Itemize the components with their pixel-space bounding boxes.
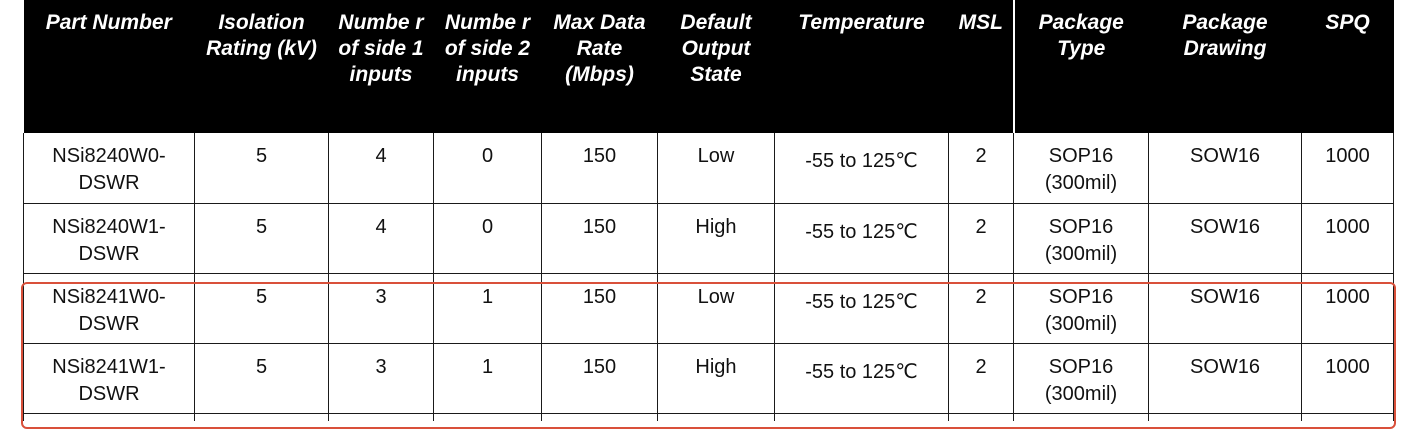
cell-part-number: NSi8240W1-DSWR	[23, 203, 195, 274]
cell-package-drawing: SOW16	[1148, 343, 1302, 414]
header-part-number: Part Number	[23, 0, 195, 133]
cell-side1-inputs: 4	[328, 203, 434, 274]
cell-package-drawing: SOW16	[1148, 203, 1302, 274]
cell-default-output-state: High	[657, 203, 775, 274]
header-max-data-rate: Max Data Rate (Mbps)	[541, 0, 658, 133]
cell-side2-inputs: 0	[433, 133, 542, 204]
cell-package-type: SOP16 (300mil)	[1013, 133, 1149, 204]
table-row: NSi8240W1-DSWR 5 4 0 150 High -55 to 125…	[23, 203, 1394, 274]
cell-side1-inputs: 3	[328, 273, 434, 344]
cell-spq: 1000	[1301, 203, 1394, 274]
header-row: Part Number Isolation Rating (kV) Numbe …	[23, 0, 1394, 133]
empty-cell	[657, 413, 775, 421]
cell-max-data-rate: 150	[541, 273, 658, 344]
empty-cell	[23, 413, 195, 421]
header-package-drawing: Package Drawing	[1148, 0, 1302, 133]
cell-side2-inputs: 1	[433, 273, 542, 344]
empty-cell	[194, 413, 329, 421]
header-side1-inputs: Numbe r of side 1 inputs	[328, 0, 434, 133]
table-row: NSi8241W0-DSWR 5 3 1 150 Low -55 to 125℃…	[23, 273, 1394, 344]
cell-temperature: -55 to 125℃	[774, 133, 949, 204]
header-temperature: Temperature	[774, 0, 949, 133]
empty-cell	[541, 413, 658, 421]
header-isolation-rating: Isolation Rating (kV)	[194, 0, 329, 133]
empty-cell	[1013, 413, 1149, 421]
header-spq: SPQ	[1301, 0, 1394, 133]
table-row: NSi8240W0-DSWR 5 4 0 150 Low -55 to 125℃…	[23, 133, 1394, 204]
header-default-output-state: Default Output State	[657, 0, 775, 133]
cell-part-number: NSi8241W0-DSWR	[23, 273, 195, 344]
cell-max-data-rate: 150	[541, 343, 658, 414]
empty-cell	[774, 413, 949, 421]
cell-side1-inputs: 4	[328, 133, 434, 204]
cell-side2-inputs: 0	[433, 203, 542, 274]
cell-side1-inputs: 3	[328, 343, 434, 414]
empty-cell	[948, 413, 1014, 421]
cell-temperature: -55 to 125℃	[774, 203, 949, 274]
empty-cell	[1148, 413, 1302, 421]
empty-cell	[328, 413, 434, 421]
empty-cell	[1301, 413, 1394, 421]
cell-isolation-rating: 5	[194, 343, 329, 414]
cell-spq: 1000	[1301, 133, 1394, 204]
cell-side2-inputs: 1	[433, 343, 542, 414]
cell-max-data-rate: 150	[541, 203, 658, 274]
cell-package-type: SOP16 (300mil)	[1013, 343, 1149, 414]
header-msl: MSL	[948, 0, 1014, 133]
empty-cell	[433, 413, 542, 421]
cell-package-drawing: SOW16	[1148, 133, 1302, 204]
part-number-table: Part Number Isolation Rating (kV) Numbe …	[23, 0, 1394, 421]
cell-isolation-rating: 5	[194, 203, 329, 274]
cell-max-data-rate: 150	[541, 133, 658, 204]
cell-package-type: SOP16 (300mil)	[1013, 273, 1149, 344]
cell-default-output-state: Low	[657, 133, 775, 204]
header-package-type: Package Type	[1012, 0, 1149, 133]
cell-spq: 1000	[1301, 343, 1394, 414]
cell-part-number: NSi8241W1-DSWR	[23, 343, 195, 414]
cell-package-drawing: SOW16	[1148, 273, 1302, 344]
table-row: NSi8241W1-DSWR 5 3 1 150 High -55 to 125…	[23, 343, 1394, 414]
cell-part-number: NSi8240W0-DSWR	[23, 133, 195, 204]
table-row-cut-off	[23, 413, 1394, 421]
cell-isolation-rating: 5	[194, 273, 329, 344]
cell-msl: 2	[948, 273, 1014, 344]
cell-temperature: -55 to 125℃	[774, 343, 949, 414]
cell-isolation-rating: 5	[194, 133, 329, 204]
cell-default-output-state: Low	[657, 273, 775, 344]
cell-temperature: -55 to 125℃	[774, 273, 949, 344]
cell-spq: 1000	[1301, 273, 1394, 344]
cell-package-type: SOP16 (300mil)	[1013, 203, 1149, 274]
cell-msl: 2	[948, 203, 1014, 274]
cell-msl: 2	[948, 133, 1014, 204]
cell-msl: 2	[948, 343, 1014, 414]
cell-default-output-state: High	[657, 343, 775, 414]
header-side2-inputs: Numbe r of side 2 inputs	[433, 0, 542, 133]
